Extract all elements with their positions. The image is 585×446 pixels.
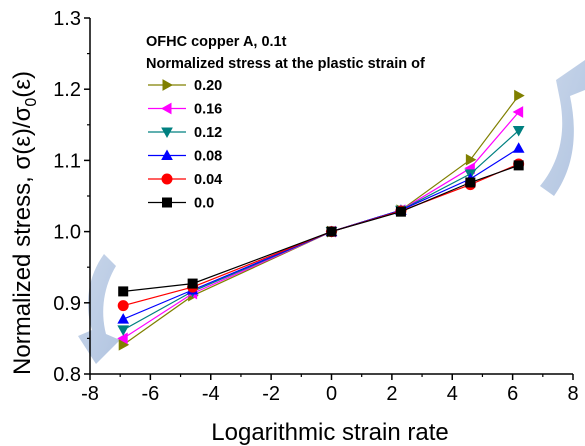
- series-0.20: [118, 89, 525, 351]
- series-line: [123, 164, 519, 292]
- legend-label: 0.04: [194, 172, 222, 188]
- axes: -8 -6 -4 -2 0 2 4 6 8 0.8 0.9 1.0 1.1 1.2 1.3: [53, 8, 578, 405]
- data-point: [395, 206, 406, 217]
- legend-title-line: OFHC copper A, 0.1t: [146, 34, 287, 50]
- legend-item: 0.04: [148, 172, 222, 188]
- y-tick-label: 0.9: [53, 293, 81, 315]
- data-point: [117, 332, 128, 345]
- x-tick-label: -4: [202, 383, 220, 405]
- data-point: [512, 142, 525, 153]
- legend-label: 0.0: [194, 196, 214, 212]
- data-point: [118, 338, 130, 351]
- data-point: [514, 89, 525, 102]
- data-point: [512, 125, 525, 137]
- x-tick-label: -6: [141, 383, 159, 405]
- x-tick-label: 0: [326, 383, 337, 405]
- series-0.12: [117, 125, 525, 336]
- data-point: [513, 160, 524, 171]
- legend-label: 0.12: [194, 125, 222, 141]
- series-line: [122, 95, 520, 346]
- data-point: [326, 226, 337, 237]
- y-tick-label: 1.1: [53, 150, 81, 172]
- legend-marker: [160, 102, 172, 115]
- y-tick-label: 0.8: [53, 364, 81, 386]
- curved-arrow-upper-right-icon: [540, 60, 585, 196]
- x-tick-label: 4: [447, 383, 458, 405]
- data-point: [118, 286, 129, 297]
- data-point: [117, 300, 129, 312]
- legend: OFHC copper A, 0.1t Normalized stress at …: [146, 34, 425, 212]
- series-0.0: [118, 160, 524, 297]
- data-point: [465, 177, 476, 188]
- legend-marker: [162, 79, 174, 91]
- legend-marker: [161, 173, 173, 185]
- series-layer: [117, 89, 525, 351]
- y-tick-label: 1.2: [53, 79, 81, 101]
- x-tick-label: -8: [81, 383, 99, 405]
- legend-marker: [161, 149, 173, 160]
- series-line: [122, 147, 520, 320]
- legend-title-line: Normalized stress at the plastic strain …: [146, 56, 425, 72]
- legend-marker: [162, 197, 172, 208]
- x-tick-label: 6: [507, 383, 518, 405]
- legend-item: 0.20: [148, 78, 222, 94]
- data-point: [117, 325, 130, 336]
- series-line: [122, 111, 520, 339]
- legend-label: 0.16: [194, 102, 222, 118]
- legend-item: 0.0: [148, 196, 214, 212]
- y-axis-title: Normalized stress, σ(ε)/σ0(ε): [9, 71, 40, 375]
- y-tick-label: 1.3: [53, 8, 81, 30]
- data-point: [117, 313, 130, 324]
- data-point: [465, 153, 477, 166]
- x-tick-label: -2: [262, 383, 280, 405]
- legend-item: 0.08: [148, 149, 222, 165]
- curved-arrow-lower-left-icon: [78, 254, 120, 364]
- series-0.16: [117, 106, 524, 345]
- legend-item: 0.12: [148, 125, 222, 141]
- series-0.08: [117, 142, 525, 324]
- x-tick-label: 2: [386, 383, 397, 405]
- legend-marker: [161, 127, 173, 139]
- x-axis-title: Logarithmic strain rate: [211, 419, 448, 446]
- x-tick-label: 8: [567, 383, 578, 405]
- data-point: [512, 106, 524, 118]
- data-point: [187, 278, 198, 289]
- legend-label: 0.08: [194, 149, 222, 165]
- legend-label: 0.20: [194, 78, 222, 94]
- y-tick-label: 1.0: [53, 222, 81, 244]
- legend-item: 0.16: [148, 102, 222, 118]
